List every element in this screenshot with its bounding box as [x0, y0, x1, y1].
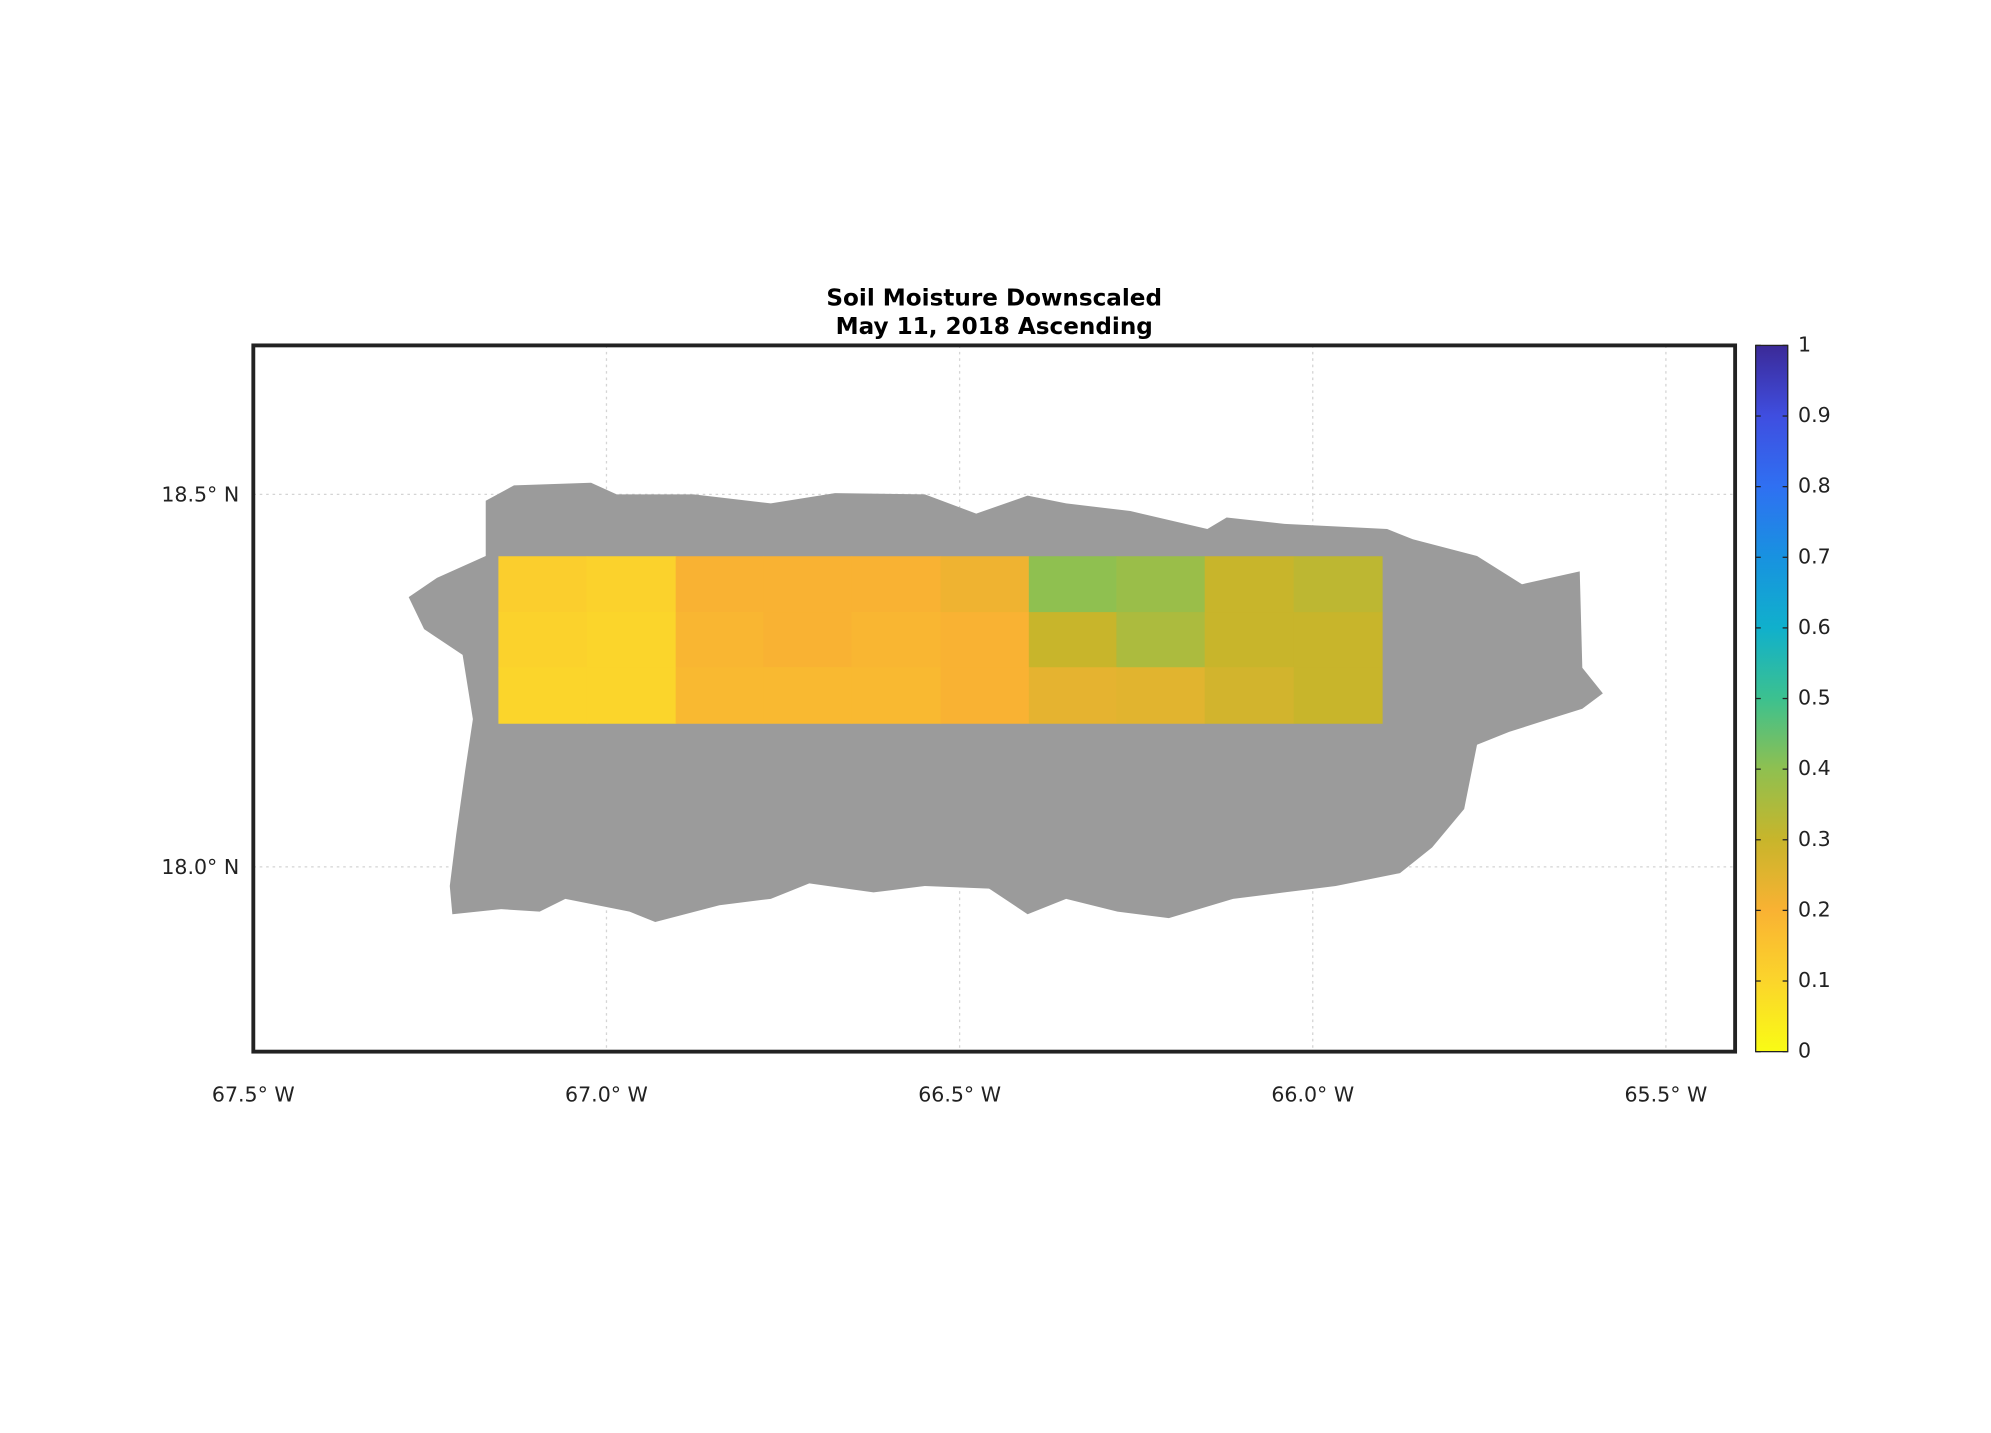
- colorbar-tick-label: 0.8: [1798, 474, 1831, 498]
- colorbar-tick-label: 1: [1798, 332, 1811, 356]
- soil-moisture-cell: [1116, 556, 1206, 613]
- chart-subtitle: May 11, 2018 Ascending: [836, 314, 1153, 340]
- colorbar-tick-label: 0.4: [1798, 756, 1831, 780]
- soil-moisture-cell: [1028, 667, 1118, 724]
- soil-moisture-cell: [1293, 612, 1383, 668]
- chart-title: Soil Moisture Downscaled: [826, 286, 1162, 312]
- y-tick-label: 18.5° N: [161, 483, 239, 507]
- soil-moisture-cell: [675, 667, 764, 724]
- soil-moisture-cell: [851, 556, 942, 613]
- x-tick-label: 67.0° W: [565, 1082, 648, 1106]
- soil-moisture-cell: [763, 612, 853, 668]
- colorbar-tick-label: 0.6: [1798, 615, 1831, 639]
- soil-moisture-cell: [586, 556, 677, 613]
- colorbar-tick-label: 0.5: [1798, 686, 1831, 710]
- x-tick-label: 66.5° W: [918, 1082, 1001, 1106]
- soil-moisture-cell: [851, 667, 942, 724]
- y-tick-label: 18.0° N: [161, 855, 239, 879]
- soil-moisture-cell: [675, 556, 764, 613]
- soil-moisture-cell: [763, 667, 853, 724]
- soil-moisture-cell: [940, 556, 1030, 613]
- soil-moisture-cell: [1204, 667, 1295, 724]
- soil-moisture-cell: [1204, 612, 1295, 668]
- soil-moisture-cell: [586, 667, 677, 724]
- soil-moisture-cell: [1028, 556, 1118, 613]
- x-tick-label: 66.0° W: [1271, 1082, 1354, 1106]
- soil-moisture-cell: [1204, 556, 1295, 613]
- colorbar: [1755, 344, 1789, 1053]
- colorbar-tick-label: 0.2: [1798, 897, 1831, 921]
- soil-moisture-cell: [851, 612, 942, 668]
- soil-moisture-cell: [940, 667, 1030, 724]
- colorbar-tick-label: 0.7: [1798, 544, 1831, 568]
- soil-moisture-cell: [1116, 667, 1206, 724]
- soil-moisture-cell: [940, 612, 1030, 668]
- soil-moisture-cell: [1028, 612, 1118, 668]
- colorbar-tick-label: 0.1: [1798, 968, 1831, 992]
- soil-moisture-cell: [498, 612, 588, 668]
- axes-frame: [251, 343, 1738, 1054]
- colorbar-tick-label: 0: [1798, 1039, 1811, 1063]
- soil-moisture-cell: [498, 667, 588, 724]
- soil-moisture-cell: [1293, 667, 1383, 724]
- x-tick-label: 67.5° W: [212, 1082, 295, 1106]
- soil-moisture-cell: [763, 556, 853, 613]
- x-tick-label: 65.5° W: [1624, 1082, 1707, 1106]
- soil-moisture-cell: [498, 556, 588, 613]
- soil-moisture-cell: [1116, 612, 1206, 668]
- soil-moisture-cell: [1293, 556, 1383, 613]
- soil-moisture-cell: [675, 612, 764, 668]
- colorbar-tick-label: 0.9: [1798, 403, 1831, 427]
- colorbar-tick-label: 0.3: [1798, 827, 1831, 851]
- soil-moisture-cell: [586, 612, 677, 668]
